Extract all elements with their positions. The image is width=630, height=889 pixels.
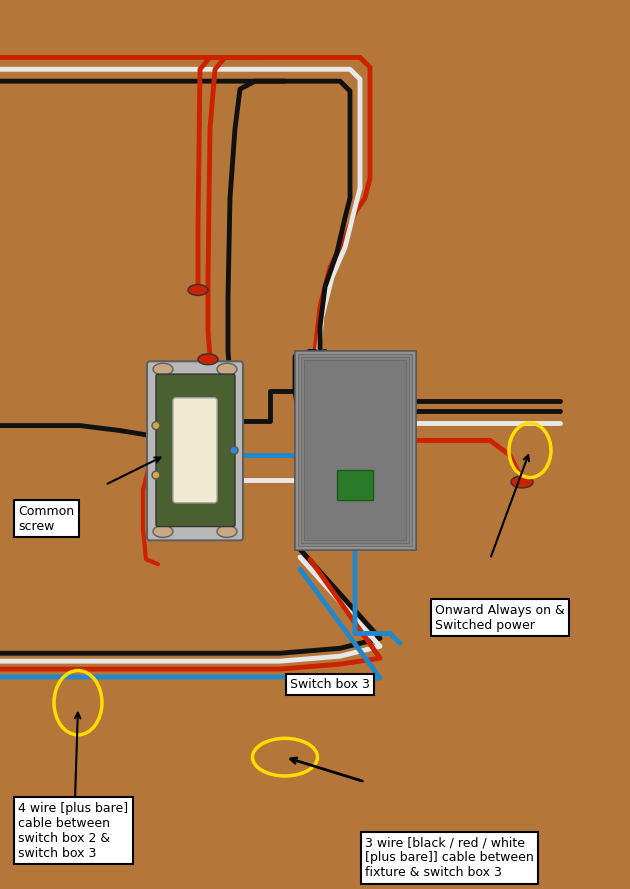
Ellipse shape (185, 377, 205, 389)
Text: Switch box 3: Switch box 3 (290, 678, 370, 691)
Ellipse shape (152, 471, 160, 479)
FancyBboxPatch shape (304, 360, 406, 541)
FancyBboxPatch shape (298, 355, 412, 547)
Ellipse shape (185, 512, 205, 524)
Text: Onward Always on &
Switched power: Onward Always on & Switched power (435, 604, 564, 632)
FancyBboxPatch shape (156, 374, 235, 526)
Ellipse shape (153, 364, 173, 375)
Ellipse shape (188, 284, 208, 295)
Ellipse shape (217, 364, 237, 375)
FancyBboxPatch shape (295, 351, 415, 549)
Ellipse shape (217, 525, 237, 538)
Ellipse shape (198, 354, 218, 364)
Text: 4 wire [plus bare]
cable between
switch box 2 &
switch box 3: 4 wire [plus bare] cable between switch … (18, 802, 128, 860)
FancyBboxPatch shape (147, 361, 243, 541)
Text: 3 wire [black / red / white
[plus bare]] cable between
fixture & switch box 3: 3 wire [black / red / white [plus bare]]… (365, 837, 534, 879)
Ellipse shape (152, 421, 160, 429)
Text: Common
screw: Common screw (18, 505, 74, 533)
FancyBboxPatch shape (173, 398, 217, 503)
Ellipse shape (230, 446, 238, 454)
Ellipse shape (153, 525, 173, 538)
Ellipse shape (511, 477, 533, 488)
FancyBboxPatch shape (337, 470, 373, 500)
FancyBboxPatch shape (301, 357, 409, 543)
FancyBboxPatch shape (295, 351, 415, 549)
